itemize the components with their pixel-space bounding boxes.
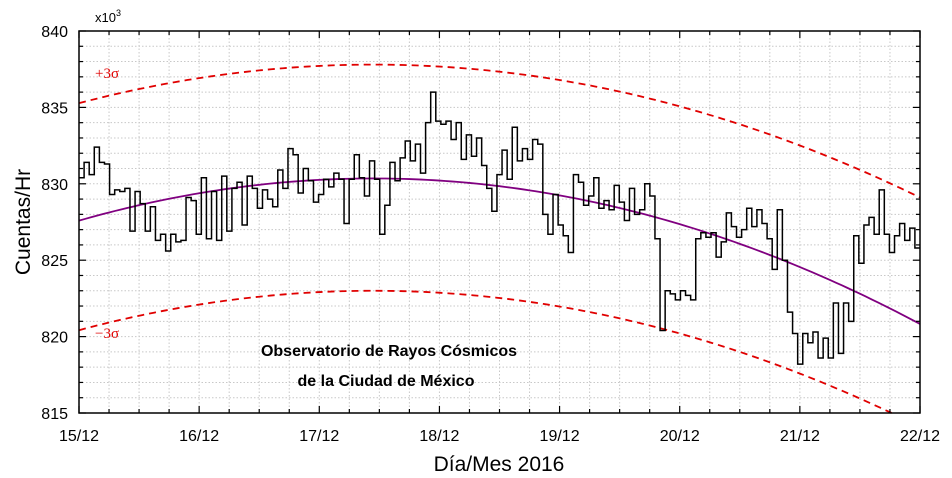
y-tick-labels: 815 820 825 830 835 840 [41, 24, 68, 423]
minus3sigma-line [78, 289, 892, 414]
y-tick-label: 815 [41, 406, 68, 423]
y-tick-label: 820 [41, 330, 68, 347]
x-tick-label: 22/12 [900, 428, 940, 445]
y-tick-label: 835 [41, 100, 68, 117]
y-tick-label: 825 [41, 253, 68, 270]
x-tick-label: 20/12 [660, 428, 700, 445]
plus3sigma-line [78, 63, 921, 199]
counts-step-line [79, 91, 920, 365]
annotation-line-2: de la Ciudad de México [298, 373, 475, 390]
x-tick-label: 19/12 [540, 428, 580, 445]
y-tick-label: 830 [41, 177, 68, 194]
fit-curve [78, 177, 921, 325]
counts-series [79, 91, 920, 365]
y-axis-title: Cuentas/Hr [12, 169, 35, 275]
x-tick-label: 17/12 [299, 428, 339, 445]
x-tick-label: 16/12 [179, 428, 219, 445]
sigma-curves [78, 63, 921, 414]
sigma-plus-label: +3σ [95, 66, 119, 82]
axis-ticks [78, 30, 921, 414]
annotation-line-1: Observatorio de Rayos Cósmicos [261, 343, 517, 360]
x-axis-title: Día/Mes 2016 [434, 453, 565, 476]
y-multiplier: x103 [95, 8, 121, 25]
x-tick-label: 18/12 [419, 428, 459, 445]
x-tick-label: 21/12 [780, 428, 820, 445]
x-tick-label: 15/12 [59, 428, 99, 445]
y-multiplier-exponent: 3 [116, 8, 121, 18]
sigma-minus-label: −3σ [95, 326, 119, 342]
fit-line [78, 177, 921, 325]
y-tick-label: 840 [41, 24, 68, 41]
x-tick-labels: 15/12 16/12 17/12 18/12 19/12 20/12 21/12 22/12 [59, 428, 940, 445]
